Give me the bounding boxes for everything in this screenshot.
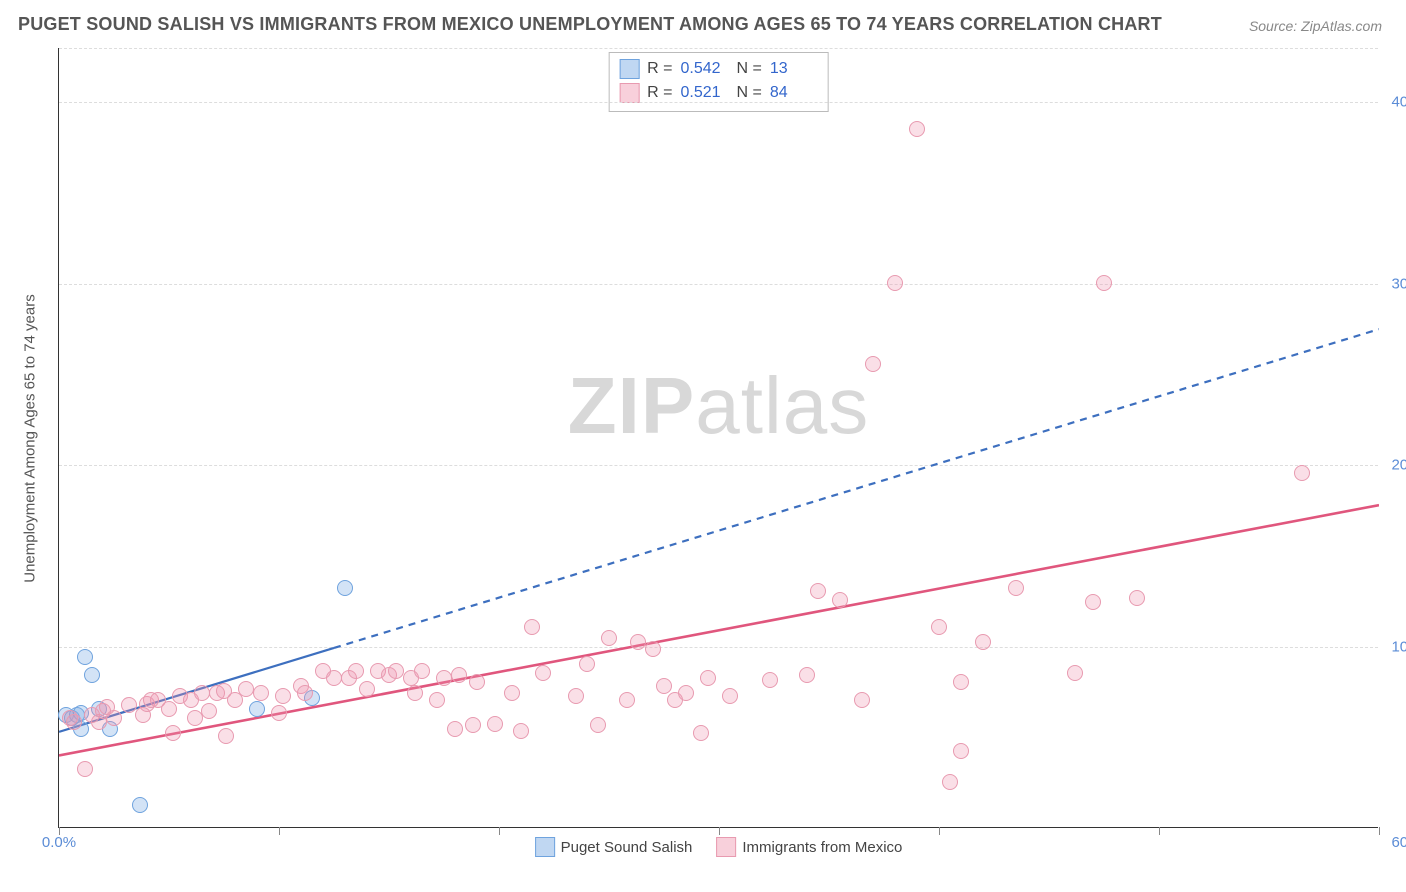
legend-rn-row-0: R = 0.542 N = 13 bbox=[619, 57, 818, 81]
gridline bbox=[59, 465, 1378, 466]
watermark: ZIPatlas bbox=[568, 360, 869, 452]
y-tick-label: 30.0% bbox=[1391, 275, 1406, 292]
chart-title: PUGET SOUND SALISH VS IMMIGRANTS FROM ME… bbox=[18, 14, 1162, 35]
data-point bbox=[832, 592, 848, 608]
data-point bbox=[238, 681, 254, 697]
data-point bbox=[975, 634, 991, 650]
legend-x-item-0: Puget Sound Salish bbox=[535, 837, 693, 857]
data-point bbox=[762, 672, 778, 688]
data-point bbox=[1129, 590, 1145, 606]
x-tick bbox=[1159, 827, 1160, 835]
data-point bbox=[465, 717, 481, 733]
data-point bbox=[678, 685, 694, 701]
data-point bbox=[447, 721, 463, 737]
data-point bbox=[1096, 275, 1112, 291]
data-point bbox=[161, 701, 177, 717]
data-point bbox=[275, 688, 291, 704]
data-point bbox=[165, 725, 181, 741]
x-tick-label: 0.0% bbox=[42, 834, 76, 851]
x-tick bbox=[499, 827, 500, 835]
data-point bbox=[132, 797, 148, 813]
y-tick-label: 40.0% bbox=[1391, 94, 1406, 111]
legend-swatch-pink bbox=[716, 837, 736, 857]
data-point bbox=[693, 725, 709, 741]
data-point bbox=[590, 717, 606, 733]
data-point bbox=[1294, 465, 1310, 481]
data-point bbox=[106, 710, 122, 726]
data-point bbox=[865, 356, 881, 372]
data-point bbox=[359, 681, 375, 697]
y-tick-label: 20.0% bbox=[1391, 457, 1406, 474]
data-point bbox=[524, 619, 540, 635]
legend-swatch-blue bbox=[535, 837, 555, 857]
data-point bbox=[253, 685, 269, 701]
x-tick bbox=[279, 827, 280, 835]
data-point bbox=[887, 275, 903, 291]
plot-area: ZIPatlas R = 0.542 N = 13 R = 0.521 N = … bbox=[58, 48, 1378, 828]
legend-x-item-1: Immigrants from Mexico bbox=[716, 837, 902, 857]
data-point bbox=[194, 685, 210, 701]
gridline bbox=[59, 102, 1378, 103]
data-point bbox=[942, 774, 958, 790]
data-point bbox=[326, 670, 342, 686]
data-point bbox=[953, 674, 969, 690]
data-point bbox=[84, 667, 100, 683]
data-point bbox=[388, 663, 404, 679]
legend-x: Puget Sound Salish Immigrants from Mexic… bbox=[535, 837, 903, 857]
data-point bbox=[1085, 594, 1101, 610]
data-point bbox=[1008, 580, 1024, 596]
data-point bbox=[337, 580, 353, 596]
x-tick bbox=[719, 827, 720, 835]
data-point bbox=[407, 685, 423, 701]
data-point bbox=[619, 692, 635, 708]
data-point bbox=[535, 665, 551, 681]
data-point bbox=[656, 678, 672, 694]
y-axis-label: Unemployment Among Ages 65 to 74 years bbox=[22, 249, 39, 629]
data-point bbox=[249, 701, 265, 717]
data-point bbox=[66, 714, 82, 730]
data-point bbox=[1067, 665, 1083, 681]
data-point bbox=[909, 121, 925, 137]
data-point bbox=[601, 630, 617, 646]
gridline bbox=[59, 647, 1378, 648]
data-point bbox=[414, 663, 430, 679]
gridline bbox=[59, 48, 1378, 49]
data-point bbox=[722, 688, 738, 704]
data-point bbox=[271, 705, 287, 721]
data-point bbox=[579, 656, 595, 672]
data-point bbox=[504, 685, 520, 701]
gridline bbox=[59, 284, 1378, 285]
data-point bbox=[931, 619, 947, 635]
data-point bbox=[953, 743, 969, 759]
data-point bbox=[77, 761, 93, 777]
data-point bbox=[436, 670, 452, 686]
data-point bbox=[429, 692, 445, 708]
data-point bbox=[568, 688, 584, 704]
x-tick bbox=[939, 827, 940, 835]
data-point bbox=[218, 728, 234, 744]
data-point bbox=[297, 685, 313, 701]
data-point bbox=[799, 667, 815, 683]
legend-swatch-blue bbox=[619, 59, 639, 79]
data-point bbox=[645, 641, 661, 657]
y-tick-label: 10.0% bbox=[1391, 638, 1406, 655]
x-tick bbox=[1379, 827, 1380, 835]
data-point bbox=[810, 583, 826, 599]
data-point bbox=[348, 663, 364, 679]
data-point bbox=[700, 670, 716, 686]
data-point bbox=[630, 634, 646, 650]
data-point bbox=[201, 703, 217, 719]
data-point bbox=[854, 692, 870, 708]
x-tick-label: 60.0% bbox=[1391, 834, 1406, 851]
data-point bbox=[451, 667, 467, 683]
data-point bbox=[513, 723, 529, 739]
data-point bbox=[487, 716, 503, 732]
source-label: Source: ZipAtlas.com bbox=[1249, 18, 1382, 34]
data-point bbox=[469, 674, 485, 690]
legend-rn-row-1: R = 0.521 N = 84 bbox=[619, 81, 818, 105]
legend-swatch-pink bbox=[619, 83, 639, 103]
correlation-chart: PUGET SOUND SALISH VS IMMIGRANTS FROM ME… bbox=[0, 0, 1406, 892]
data-point bbox=[77, 649, 93, 665]
